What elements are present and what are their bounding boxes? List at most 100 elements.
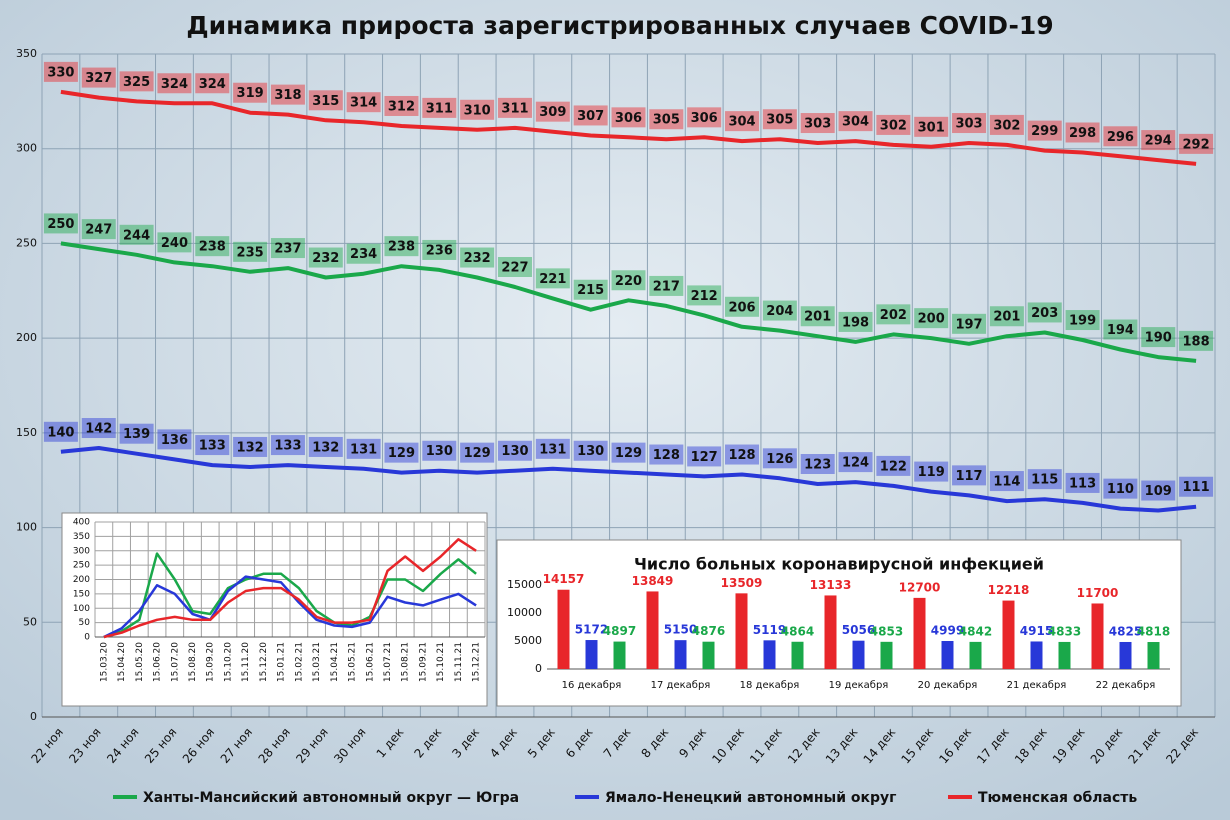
value-label: 14157 <box>543 572 585 586</box>
x-tick-label: 15.05.20 <box>135 642 145 682</box>
x-tick-label: 15.02.21 <box>294 642 304 682</box>
value-label-box <box>233 241 268 262</box>
value-label-box <box>422 97 457 118</box>
value-label: 110 <box>1107 482 1134 497</box>
value-label: 306 <box>615 111 642 126</box>
value-label-box <box>649 444 684 465</box>
value-label: 130 <box>426 444 453 459</box>
value-label-box <box>460 247 495 268</box>
x-tick-label: 15.04.21 <box>330 642 340 682</box>
value-label: 115 <box>1031 473 1058 488</box>
value-label-box <box>497 440 532 461</box>
value-label-box <box>81 67 116 88</box>
value-label: 304 <box>728 115 755 130</box>
value-label: 307 <box>577 109 604 124</box>
value-label-box <box>952 465 987 486</box>
value-label-box <box>800 113 835 134</box>
value-label: 126 <box>766 452 793 467</box>
inset-bar-chart: 0 5000 10000 15000 16 декабря 17 декабря 18 де… <box>507 572 1170 691</box>
value-label-box <box>914 461 949 482</box>
value-label: 132 <box>237 440 264 455</box>
value-label-box <box>270 84 305 105</box>
chart-title: Динамика прироста зарегистрированных слу… <box>186 11 1053 40</box>
x-tick-label: 15.10.21 <box>436 642 446 682</box>
value-label: 247 <box>85 223 112 238</box>
value-label-box <box>157 73 192 94</box>
value-label-box <box>1065 472 1100 493</box>
value-label-box <box>346 243 381 264</box>
x-tick-label: 22 декабря <box>1096 680 1156 691</box>
value-label-box <box>195 73 230 94</box>
value-label-box <box>914 308 949 329</box>
value-label: 309 <box>539 105 566 120</box>
y-tick-label: 300 <box>16 142 37 155</box>
value-label: 303 <box>804 117 831 132</box>
value-label: 311 <box>426 101 453 116</box>
y-tick-label: 350 <box>73 532 90 542</box>
value-label: 302 <box>880 118 907 133</box>
series-line <box>60 241 1197 363</box>
bar <box>613 641 626 669</box>
bar <box>1091 603 1104 669</box>
x-tick-label: 21 декабря <box>1007 680 1067 691</box>
value-label-box <box>838 111 873 132</box>
value-label: 119 <box>918 465 945 480</box>
value-label: 4842 <box>959 624 992 638</box>
value-label: 190 <box>1145 331 1172 346</box>
x-tick-label: 15.03.21 <box>312 642 322 682</box>
value-label: 5119 <box>753 623 786 637</box>
value-label: 301 <box>918 120 945 135</box>
y-tick-label: 0 <box>535 662 542 675</box>
value-label: 319 <box>237 86 264 101</box>
y-tick-label: 300 <box>73 546 90 556</box>
y-tick-label: 15000 <box>507 578 542 591</box>
value-label-box <box>1179 330 1214 351</box>
value-label-box <box>1179 476 1214 497</box>
x-tick-label: 15.07.21 <box>383 642 393 682</box>
value-label-box <box>535 101 570 122</box>
value-label: 250 <box>47 217 74 232</box>
value-label-box <box>119 423 154 444</box>
x-tick-label: 15.04.20 <box>117 642 127 682</box>
value-label-box <box>460 442 495 463</box>
y-tick-label: 10000 <box>507 606 542 619</box>
value-label: 215 <box>577 283 604 298</box>
value-label: 11700 <box>1077 586 1119 600</box>
value-label-box <box>119 71 154 92</box>
x-tick-label: 16 декабря <box>562 680 622 691</box>
value-label: 201 <box>804 310 831 325</box>
value-label: 292 <box>1183 137 1210 152</box>
value-label: 303 <box>955 117 982 132</box>
value-label-box <box>611 107 646 128</box>
value-label: 197 <box>955 317 982 332</box>
y-tick-label: 0 <box>84 633 90 643</box>
bar <box>969 641 982 669</box>
value-label: 315 <box>312 94 339 109</box>
value-label: 299 <box>1031 124 1058 139</box>
value-label: 140 <box>47 425 74 440</box>
value-label: 136 <box>161 433 188 448</box>
value-label: 327 <box>85 71 112 86</box>
value-label-box <box>195 435 230 456</box>
x-tick-label: 15.06.21 <box>365 642 375 682</box>
value-label-box <box>952 113 987 134</box>
value-label: 124 <box>842 456 869 471</box>
value-label: 199 <box>1069 314 1096 329</box>
value-label-box <box>611 270 646 291</box>
x-tick-label: 15.05.21 <box>348 642 358 682</box>
value-label: 204 <box>766 304 793 319</box>
y-tick-label: 250 <box>16 236 37 249</box>
value-label: 127 <box>691 450 718 465</box>
value-label: 202 <box>880 308 907 323</box>
bar <box>735 593 748 669</box>
value-label: 111 <box>1183 480 1210 495</box>
value-label: 133 <box>274 439 301 454</box>
value-label-box <box>1103 478 1138 499</box>
value-label: 220 <box>615 274 642 289</box>
value-label: 240 <box>161 236 188 251</box>
bar <box>585 640 598 669</box>
bar <box>763 640 776 669</box>
series-line <box>60 89 1197 166</box>
value-label-box <box>233 436 268 457</box>
value-label: 330 <box>47 65 74 80</box>
